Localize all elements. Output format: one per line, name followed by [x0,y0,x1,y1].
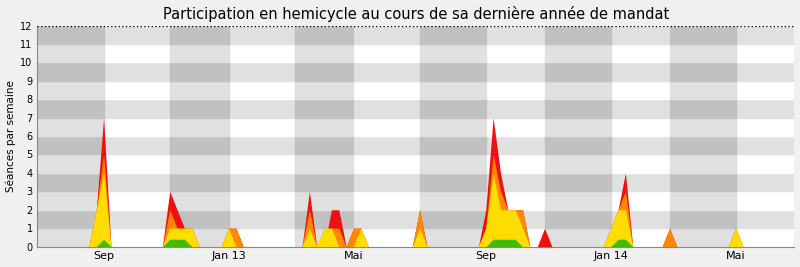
Bar [38,62,794,81]
Bar [38,81,794,99]
Bar [38,136,794,155]
Bar [38,118,794,136]
Bar [38,44,794,62]
Bar [38,191,794,210]
Y-axis label: Séances par semaine: Séances par semaine [6,80,16,192]
Title: Participation en hemicycle au cours de sa dernière année de mandat: Participation en hemicycle au cours de s… [163,6,669,22]
Bar [38,7,794,26]
Bar [38,155,794,173]
Bar [38,173,794,191]
Bar [38,99,794,118]
Bar [38,228,794,247]
Bar [38,26,794,44]
Bar [38,210,794,228]
